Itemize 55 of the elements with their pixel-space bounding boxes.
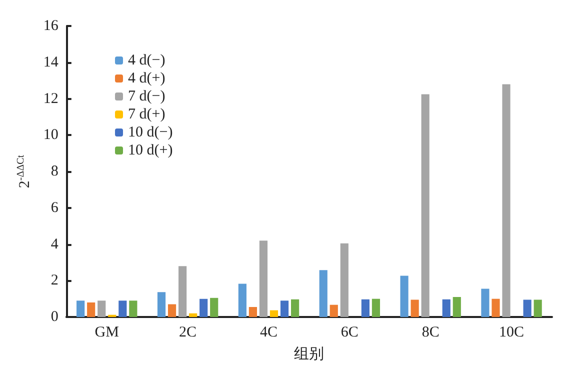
bar xyxy=(481,288,490,317)
bar xyxy=(87,302,96,317)
bar xyxy=(442,299,450,317)
bar xyxy=(200,298,208,317)
legend-label: 4 d(+) xyxy=(128,70,166,86)
bar xyxy=(259,240,268,317)
legend-label: 4 d(−) xyxy=(128,52,166,68)
bar xyxy=(248,306,257,317)
bar xyxy=(76,300,85,317)
legend-label: 7 d(−) xyxy=(128,88,166,104)
bar xyxy=(238,284,246,317)
y-tick-label: 0 xyxy=(50,309,58,325)
y-tick-label: 8 xyxy=(50,164,58,180)
bar xyxy=(319,270,328,317)
bar xyxy=(210,298,218,317)
bar xyxy=(129,300,138,317)
y-tick-label: 4 xyxy=(50,236,59,252)
y-axis-title: 2-ΔΔCt xyxy=(16,154,33,188)
y-tick-label: 10 xyxy=(43,127,58,144)
bar xyxy=(290,299,300,317)
x-tick-label: 2C xyxy=(179,324,197,340)
legend-label: 7 d(+) xyxy=(128,106,166,122)
x-tick-label: GM xyxy=(94,324,119,340)
x-tick-label: 8C xyxy=(422,324,440,340)
bar xyxy=(372,298,380,317)
bar xyxy=(178,266,187,317)
legend-label: 10 d(−) xyxy=(128,124,173,140)
bar xyxy=(361,299,370,317)
bar xyxy=(421,94,430,317)
y-tick-label: 12 xyxy=(43,90,58,107)
bar xyxy=(118,300,127,317)
bar xyxy=(452,296,461,317)
bar xyxy=(189,313,198,317)
y-tick-label: 16 xyxy=(43,18,59,34)
y-tick-label: 6 xyxy=(50,200,59,216)
bar xyxy=(410,300,419,317)
bar xyxy=(168,304,176,317)
bar xyxy=(400,276,408,317)
bar xyxy=(157,292,166,317)
bar xyxy=(534,300,542,317)
bar xyxy=(270,310,278,317)
x-tick-label: 4C xyxy=(260,324,278,340)
bar xyxy=(340,243,348,317)
y-tick-label: 2 xyxy=(50,272,58,289)
x-axis-title: 组别 xyxy=(294,346,324,362)
x-tick-label: 10C xyxy=(499,324,524,340)
bar xyxy=(492,298,500,317)
legend-label: 10 d(+) xyxy=(128,142,173,158)
bar xyxy=(98,300,106,317)
bar xyxy=(502,84,510,317)
bar xyxy=(330,304,338,317)
bar xyxy=(280,300,289,317)
x-tick-label: 6C xyxy=(340,324,358,340)
y-tick-label: 14 xyxy=(43,54,59,70)
bar xyxy=(523,300,532,317)
